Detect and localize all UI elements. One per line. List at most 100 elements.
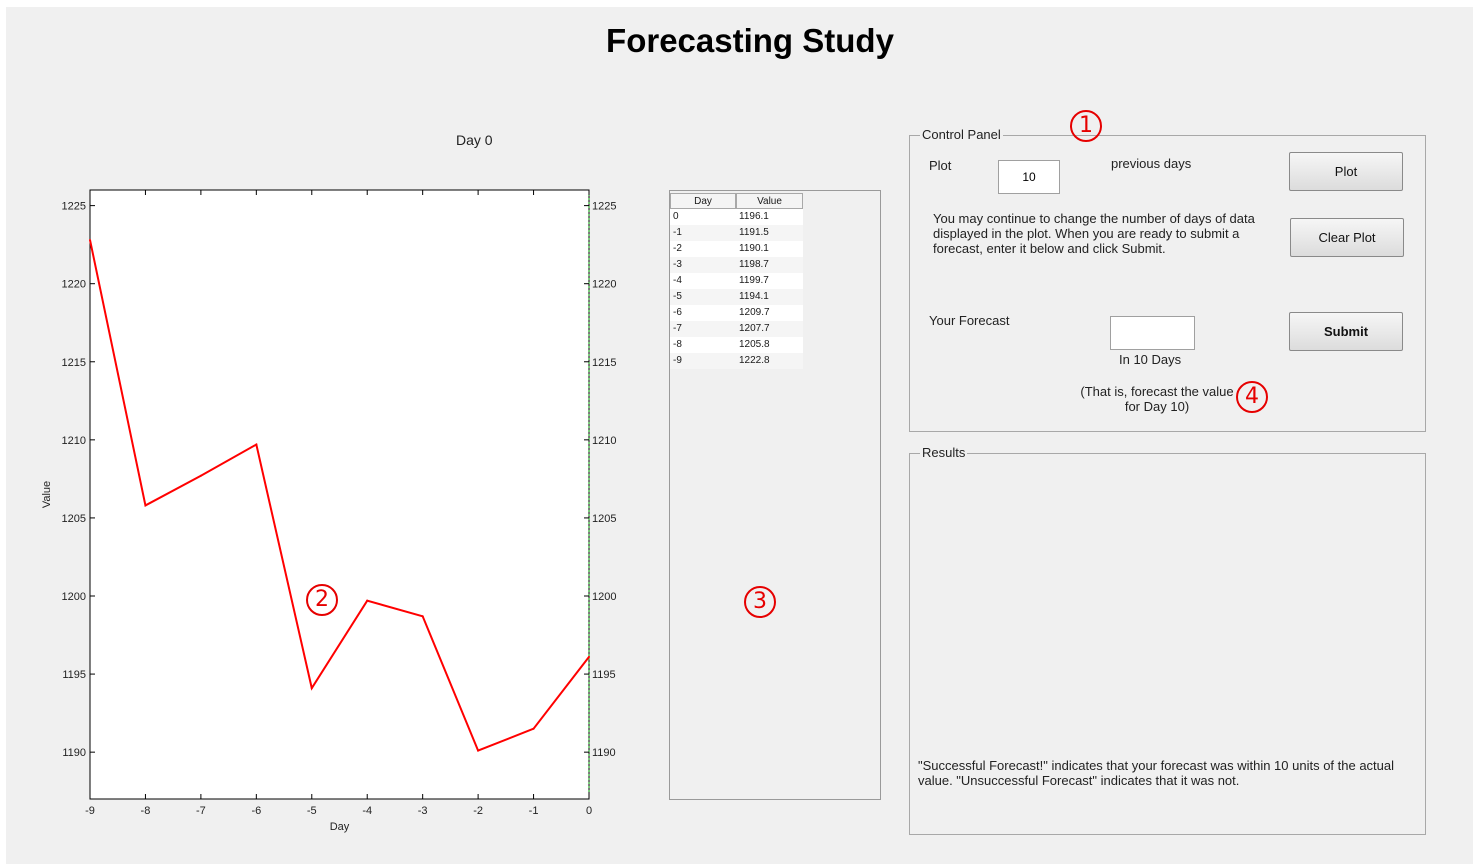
cell-value: 1222.8 xyxy=(739,355,770,366)
data-point xyxy=(421,615,424,618)
y-tick-label: 1190 xyxy=(62,747,86,759)
annotation-marker-3: 3 xyxy=(744,586,776,618)
data-point xyxy=(89,238,91,241)
y-tick-label-right: 1210 xyxy=(592,435,616,447)
plot-button[interactable]: Plot xyxy=(1289,152,1403,191)
cell-day: -4 xyxy=(673,275,682,286)
annotation-marker-4: 4 xyxy=(1236,381,1268,413)
cell-value: 1205.8 xyxy=(739,339,770,350)
y-axis-label: Value xyxy=(41,481,53,508)
table-row[interactable]: -5 1194.1 xyxy=(670,289,803,305)
line-chart: 1190 1190 1195 1195 1200 1200 1205 1205 1210 1210… xyxy=(41,189,616,833)
data-point xyxy=(144,504,147,507)
table-row[interactable]: -9 1222.8 xyxy=(670,353,803,369)
cell-day: -6 xyxy=(673,307,682,318)
data-point xyxy=(366,599,369,602)
forecast-hint-line-2: for Day 10) xyxy=(1124,399,1190,414)
x-tick-label: -2 xyxy=(473,805,483,817)
y-tick-label-right: 1205 xyxy=(592,513,616,525)
table-row[interactable]: -2 1190.1 xyxy=(670,241,803,257)
y-tick-label: 1210 xyxy=(62,435,86,447)
y-tick-label: 1215 xyxy=(62,357,86,369)
window-title: Forecasting Study xyxy=(606,22,894,59)
cell-value: 1207.7 xyxy=(739,323,770,334)
column-header-day[interactable]: Day xyxy=(670,193,736,209)
forecast-hint: (That is, forecast the value for Day 10) xyxy=(1068,384,1246,414)
clear-plot-button[interactable]: Clear Plot xyxy=(1290,218,1404,257)
table-row[interactable]: -3 1198.7 xyxy=(670,257,803,273)
cell-day: -1 xyxy=(673,227,682,238)
results-note: "Successful Forecast!" indicates that yo… xyxy=(918,758,1395,788)
y-tick-label: 1200 xyxy=(62,591,86,603)
series-line xyxy=(89,239,590,752)
x-tick-label: -5 xyxy=(307,805,317,817)
cell-value: 1190.1 xyxy=(739,243,769,254)
table-row[interactable]: -1 1191.5 xyxy=(670,225,803,241)
table-row[interactable]: -4 1199.7 xyxy=(670,273,803,289)
data-point xyxy=(199,474,202,477)
table-row[interactable]: -7 1207.7 xyxy=(670,321,803,337)
cell-day: 0 xyxy=(673,211,679,222)
y-tick-label-right: 1215 xyxy=(592,357,616,369)
previous-days-label: previous days xyxy=(1111,156,1192,171)
x-tick-label: -7 xyxy=(196,805,206,817)
cell-day: -7 xyxy=(673,323,682,334)
y-tick-label: 1225 xyxy=(62,201,86,213)
submit-button[interactable]: Submit xyxy=(1289,312,1403,351)
data-point xyxy=(532,727,535,730)
cell-day: -8 xyxy=(673,339,682,350)
x-tick-label: -9 xyxy=(85,805,95,817)
cell-value: 1191.5 xyxy=(739,227,769,238)
table-row[interactable]: 0 1196.1 xyxy=(670,209,803,225)
cell-value: 1209.7 xyxy=(739,307,770,318)
control-panel-legend: Control Panel xyxy=(920,127,1003,142)
x-axis-label: Day xyxy=(330,821,350,833)
table-header: Day Value xyxy=(670,193,803,209)
cell-value: 1199.7 xyxy=(739,275,769,286)
x-tick-label: 0 xyxy=(586,805,592,817)
data-table[interactable]: Day Value 0 1196.1 -1 1191.5 -2 1190.1 -3 1198.… xyxy=(669,190,881,800)
plot-area xyxy=(89,189,590,800)
forecast-hint-line-1: (That is, forecast the value xyxy=(1080,384,1234,399)
column-header-value[interactable]: Value xyxy=(736,193,803,209)
y-tick-label-right: 1190 xyxy=(592,747,616,759)
x-tick-label: -1 xyxy=(529,805,539,817)
instructions-text: You may continue to change the number of… xyxy=(933,211,1255,256)
data-point xyxy=(310,687,313,690)
your-forecast-label: Your Forecast xyxy=(929,313,1010,328)
days-input[interactable] xyxy=(998,160,1060,194)
table-body: 0 1196.1 -1 1191.5 -2 1190.1 -3 1198.7 -4 1199.7-… xyxy=(670,209,803,369)
data-point xyxy=(255,443,258,446)
cell-day: -9 xyxy=(673,355,682,366)
table-row[interactable]: -6 1209.7 xyxy=(670,305,803,321)
cell-day: -5 xyxy=(673,291,682,302)
forecast-input[interactable] xyxy=(1110,316,1195,350)
y-tick-label-right: 1195 xyxy=(592,669,616,681)
x-tick-label: -3 xyxy=(418,805,428,817)
data-point xyxy=(477,749,480,752)
annotation-marker-1: 1 xyxy=(1070,110,1102,142)
cell-value: 1194.1 xyxy=(739,291,769,302)
y-tick-label-right: 1225 xyxy=(592,201,616,213)
x-tick-label: -4 xyxy=(362,805,372,817)
data-point xyxy=(588,655,590,658)
annotation-marker-2: 2 xyxy=(306,584,338,616)
plot-title: Day 0 xyxy=(456,132,493,148)
y-tick-label: 1205 xyxy=(62,513,86,525)
x-tick-label: -8 xyxy=(141,805,151,817)
cell-value: 1198.7 xyxy=(739,259,769,270)
cell-day: -2 xyxy=(673,243,682,254)
plot-days-label: Plot xyxy=(929,158,952,173)
cell-value: 1196.1 xyxy=(739,211,769,222)
control-panel: Control Panel xyxy=(909,127,1426,432)
forecast-horizon-label: In 10 Days xyxy=(1119,352,1182,367)
results-legend: Results xyxy=(920,445,968,460)
table-row[interactable]: -8 1205.8 xyxy=(670,337,803,353)
x-tick-label: -6 xyxy=(251,805,261,817)
y-tick-label-right: 1220 xyxy=(592,279,616,291)
results-panel: Results xyxy=(909,445,1426,835)
y-tick-label-right: 1200 xyxy=(592,591,616,603)
y-tick-label: 1220 xyxy=(62,279,86,291)
cell-day: -3 xyxy=(673,259,682,270)
y-tick-label: 1195 xyxy=(62,669,86,681)
